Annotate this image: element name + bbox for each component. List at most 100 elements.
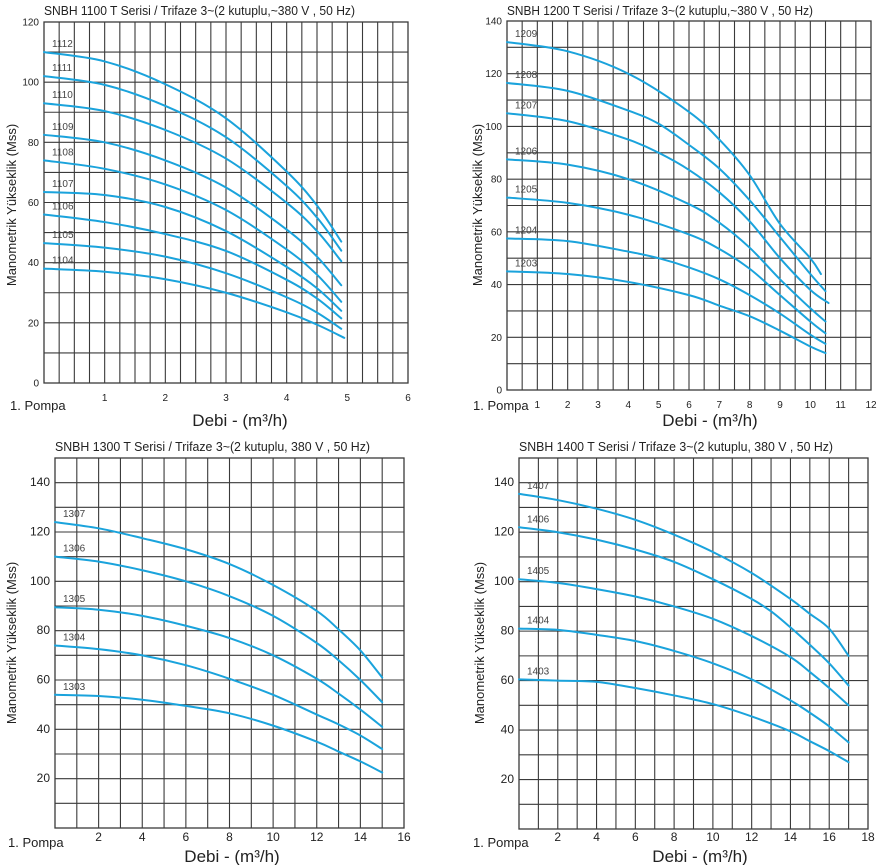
curve-1204 — [506, 237, 827, 345]
chart-title: SNBH 1300 T Serisi / Trifaze 3~(2 kutupl… — [55, 439, 370, 454]
curve-1110 — [43, 102, 343, 263]
x-tick-label: 2 — [565, 400, 571, 411]
x-tick-label: 7 — [717, 400, 723, 411]
x-tick-label: 4 — [593, 830, 600, 844]
curve-1209 — [506, 41, 822, 276]
pump-stage-label: 1. Pompa — [10, 398, 66, 413]
curve-label: 1203 — [515, 258, 538, 269]
curve-label: 1205 — [515, 185, 538, 196]
y-tick-label: 140 — [485, 17, 502, 28]
curve-label: 1107 — [52, 179, 74, 190]
x-axis-label: Debi - (m³/h) — [662, 411, 757, 430]
curve-1111 — [43, 75, 343, 252]
curve-label: 1305 — [63, 594, 86, 605]
x-axis-label: Debi - (m³/h) — [652, 847, 747, 865]
x-tick-label: 5 — [656, 400, 662, 411]
y-axis-label: Manometrik Yükseklik (Mss) — [472, 562, 487, 724]
curve-1306 — [54, 555, 384, 704]
curve-1109 — [43, 133, 343, 287]
grid — [55, 458, 404, 828]
curve-1203 — [506, 270, 827, 355]
plot-frame — [54, 457, 405, 829]
curve-label: 1405 — [527, 566, 550, 577]
y-tick-label: 60 — [28, 198, 40, 209]
y-tick-label: 60 — [491, 227, 503, 238]
curve-label: 1209 — [515, 29, 538, 40]
curve-1404 — [518, 627, 850, 744]
curve-1403 — [518, 678, 850, 764]
curve-label: 1108 — [52, 147, 74, 158]
curve-label: 1304 — [63, 632, 86, 643]
x-tick-label: 2 — [95, 830, 102, 844]
x-tick-label: 16 — [397, 830, 411, 844]
grid — [44, 22, 408, 383]
x-tick-label: 10 — [706, 830, 720, 844]
curve-label: 1403 — [527, 666, 550, 677]
y-axis-label: Manometrik Yükseklik (Mss) — [4, 124, 19, 286]
plot-frame — [506, 20, 872, 391]
plot-frame — [518, 457, 869, 830]
curve-1107 — [43, 190, 343, 312]
curve-1303 — [54, 693, 384, 774]
y-tick-label: 20 — [491, 333, 503, 344]
x-tick-label: 8 — [747, 400, 753, 411]
x-tick-label: 2 — [163, 393, 169, 404]
y-tick-label: 40 — [491, 280, 503, 291]
curve-label: 1112 — [52, 39, 73, 50]
grid — [507, 21, 871, 390]
x-tick-label: 8 — [671, 830, 678, 844]
curve-label: 1110 — [52, 90, 73, 101]
x-tick-label: 6 — [686, 400, 692, 411]
x-tick-label: 11 — [835, 400, 846, 411]
y-tick-label: 60 — [501, 673, 515, 687]
x-tick-label: 4 — [284, 393, 290, 404]
x-tick-label: 6 — [632, 830, 639, 844]
curve-label: 1109 — [52, 122, 74, 133]
x-tick-label: 1 — [535, 400, 541, 411]
y-tick-label: 80 — [37, 623, 51, 637]
y-tick-label: 40 — [28, 258, 40, 269]
y-tick-label: 60 — [37, 673, 51, 687]
x-tick-label: 4 — [139, 830, 146, 844]
y-tick-label: 100 — [485, 122, 502, 133]
curve-1304 — [54, 644, 384, 751]
curve-label: 1105 — [52, 230, 74, 241]
x-tick-label: 12 — [310, 830, 324, 844]
y-tick-label: 120 — [30, 525, 50, 539]
curve-label: 1306 — [63, 544, 86, 555]
curve-1112 — [43, 51, 343, 243]
curve-label: 1208 — [515, 70, 538, 81]
curve-1305 — [54, 606, 384, 728]
curve-label: 1111 — [52, 63, 72, 74]
curve-1208 — [506, 81, 827, 293]
x-tick-label: 9 — [777, 400, 783, 411]
x-tick-label: 4 — [626, 400, 632, 411]
curve-1407 — [518, 492, 850, 657]
curve-1105 — [43, 242, 343, 330]
x-tick-label: 12 — [865, 400, 877, 411]
y-axis-label: Manometrik Yükseklik (Mss) — [4, 562, 19, 724]
y-tick-label: 40 — [37, 722, 51, 736]
x-tick-label: 3 — [223, 393, 229, 404]
x-tick-label: 1 — [102, 393, 108, 404]
chart-title: SNBH 1400 T Serisi / Trifaze 3~(2 kutupl… — [519, 439, 833, 454]
x-tick-label: 16 — [823, 830, 837, 844]
y-tick-label: 100 — [22, 78, 39, 89]
curve-1207 — [506, 112, 830, 305]
curve-label: 1206 — [515, 146, 538, 157]
grid — [519, 458, 868, 829]
chart-title: SNBH 1100 T Serisi / Trifaze 3~(2 kutupl… — [44, 3, 355, 18]
y-tick-label: 80 — [491, 175, 503, 186]
x-tick-label: 6 — [405, 393, 411, 404]
y-tick-label: 140 — [494, 475, 514, 489]
x-tick-label: 14 — [784, 830, 798, 844]
curve-1405 — [518, 578, 850, 707]
curve-label: 1204 — [515, 225, 538, 236]
x-tick-label: 12 — [745, 830, 759, 844]
x-tick-label: 10 — [266, 830, 280, 844]
chart-2: SNBH 1200 T Serisi / Trifaze 3~(2 kutupl… — [470, 3, 877, 430]
y-tick-label: 120 — [494, 525, 514, 539]
curve-label: 1404 — [527, 616, 550, 627]
pump-stage-label: 1. Pompa — [8, 835, 64, 850]
curve-1106 — [43, 213, 343, 320]
